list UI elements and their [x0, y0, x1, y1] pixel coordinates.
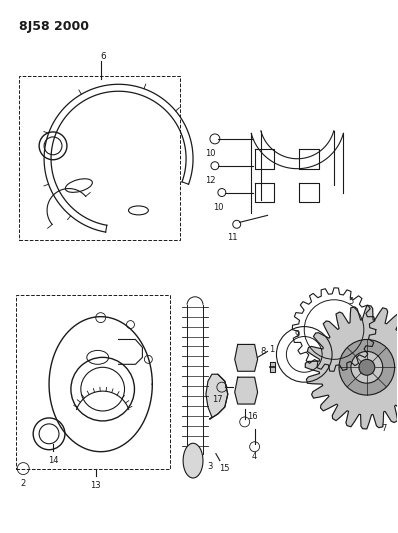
Text: 10: 10: [213, 203, 223, 212]
Text: 5: 5: [348, 297, 353, 306]
Text: 8: 8: [261, 347, 266, 356]
Text: 11: 11: [228, 233, 238, 241]
Bar: [16, 295, 170, 469]
Polygon shape: [269, 362, 275, 372]
Text: 16: 16: [247, 413, 258, 422]
Text: 14: 14: [48, 456, 58, 465]
Text: 10: 10: [205, 149, 215, 158]
Text: 8J58 2000: 8J58 2000: [19, 20, 89, 33]
Text: 4: 4: [252, 452, 257, 461]
Text: 15: 15: [220, 464, 230, 473]
Circle shape: [359, 359, 375, 375]
Text: 9: 9: [295, 330, 300, 339]
Bar: [19, 76, 180, 240]
Circle shape: [351, 351, 383, 383]
Text: 12: 12: [205, 176, 215, 185]
Text: 1: 1: [269, 345, 274, 354]
Text: 17: 17: [213, 394, 223, 403]
Text: 13: 13: [90, 481, 101, 490]
Polygon shape: [235, 344, 258, 372]
Ellipse shape: [183, 443, 203, 478]
Text: 2: 2: [21, 479, 26, 488]
Polygon shape: [235, 377, 258, 404]
Polygon shape: [305, 306, 398, 429]
Text: 7: 7: [381, 424, 386, 433]
Circle shape: [339, 340, 395, 395]
Text: 3: 3: [207, 462, 213, 471]
Polygon shape: [206, 374, 228, 419]
Text: 6: 6: [101, 52, 107, 61]
